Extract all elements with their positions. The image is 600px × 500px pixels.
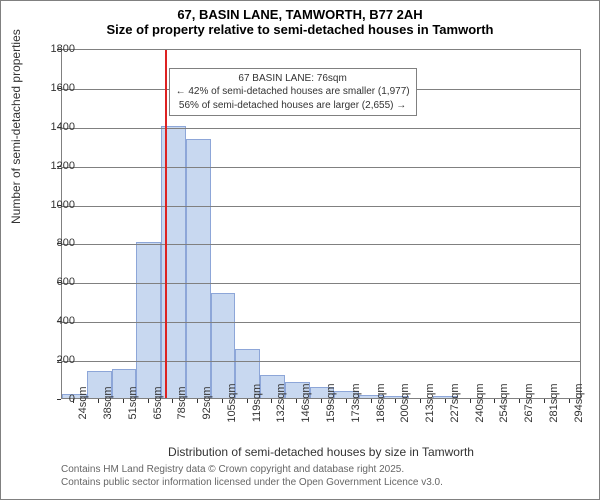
- x-tick-mark: [197, 399, 198, 403]
- x-tick-mark: [98, 399, 99, 403]
- x-tick-label: 146sqm: [300, 383, 312, 422]
- annotation-box: 67 BASIN LANE: 76sqm ← 42% of semi-detac…: [169, 68, 417, 117]
- x-tick-label: 294sqm: [573, 383, 585, 422]
- x-tick-mark: [123, 399, 124, 403]
- x-tick-mark: [470, 399, 471, 403]
- footer-line1: Contains HM Land Registry data © Crown c…: [61, 463, 591, 476]
- x-tick-mark: [395, 399, 396, 403]
- gridline: [62, 128, 580, 129]
- gridline: [62, 167, 580, 168]
- annotation-line3: 56% of semi-detached houses are larger (…: [176, 99, 410, 113]
- gridline: [62, 244, 580, 245]
- y-axis-title: Number of semi-detached properties: [9, 29, 23, 224]
- x-tick-mark: [247, 399, 248, 403]
- annotation-line1: 67 BASIN LANE: 76sqm: [176, 72, 410, 86]
- y-tick-mark: [57, 243, 61, 244]
- y-tick-mark: [57, 321, 61, 322]
- x-tick-mark: [222, 399, 223, 403]
- x-tick-label: 65sqm: [152, 386, 164, 419]
- x-tick-mark: [172, 399, 173, 403]
- x-axis-title: Distribution of semi-detached houses by …: [61, 445, 581, 459]
- page-subtitle: Size of property relative to semi-detach…: [1, 22, 599, 41]
- x-tick-label: 24sqm: [77, 386, 89, 419]
- y-tick-mark: [57, 399, 61, 400]
- x-tick-label: 281sqm: [548, 383, 560, 422]
- x-tick-label: 92sqm: [201, 386, 213, 419]
- x-tick-label: 132sqm: [275, 383, 287, 422]
- x-tick-label: 38sqm: [102, 386, 114, 419]
- gridline: [62, 322, 580, 323]
- y-tick-mark: [57, 88, 61, 89]
- chart-plot-area: 67 BASIN LANE: 76sqm ← 42% of semi-detac…: [61, 49, 581, 399]
- x-tick-mark: [346, 399, 347, 403]
- x-tick-label: 78sqm: [176, 386, 188, 419]
- x-tick-label: 254sqm: [498, 383, 510, 422]
- x-tick-label: 200sqm: [399, 383, 411, 422]
- x-tick-mark: [271, 399, 272, 403]
- histogram-bar: [136, 242, 161, 398]
- x-tick-label: 186sqm: [375, 383, 387, 422]
- y-tick-mark: [57, 360, 61, 361]
- property-marker-line: [165, 50, 167, 398]
- x-tick-label: 159sqm: [325, 383, 337, 422]
- x-tick-label: 105sqm: [226, 383, 238, 422]
- x-tick-mark: [445, 399, 446, 403]
- x-tick-label: 213sqm: [424, 383, 436, 422]
- histogram-bar: [211, 293, 236, 398]
- x-tick-label: 240sqm: [474, 383, 486, 422]
- x-tick-mark: [569, 399, 570, 403]
- x-tick-label: 267sqm: [523, 383, 535, 422]
- x-tick-label: 51sqm: [127, 386, 139, 419]
- gridline: [62, 283, 580, 284]
- x-tick-mark: [371, 399, 372, 403]
- annotation-line2: ← 42% of semi-detached houses are smalle…: [176, 85, 410, 99]
- x-tick-mark: [494, 399, 495, 403]
- x-tick-mark: [420, 399, 421, 403]
- y-tick-mark: [57, 166, 61, 167]
- x-tick-mark: [544, 399, 545, 403]
- footer-line2: Contains public sector information licen…: [61, 476, 591, 489]
- x-tick-label: 173sqm: [350, 383, 362, 422]
- histogram-bar: [186, 139, 211, 398]
- y-tick-mark: [57, 127, 61, 128]
- y-tick-mark: [57, 49, 61, 50]
- gridline: [62, 361, 580, 362]
- x-tick-mark: [519, 399, 520, 403]
- footer-attribution: Contains HM Land Registry data © Crown c…: [61, 463, 591, 489]
- x-tick-mark: [148, 399, 149, 403]
- x-tick-mark: [321, 399, 322, 403]
- page-title: 67, BASIN LANE, TAMWORTH, B77 2AH: [1, 1, 599, 22]
- x-tick-label: 119sqm: [251, 384, 263, 422]
- x-tick-label: 227sqm: [449, 383, 461, 422]
- x-tick-mark: [73, 399, 74, 403]
- y-tick-mark: [57, 282, 61, 283]
- gridline: [62, 206, 580, 207]
- x-tick-mark: [296, 399, 297, 403]
- y-tick-mark: [57, 205, 61, 206]
